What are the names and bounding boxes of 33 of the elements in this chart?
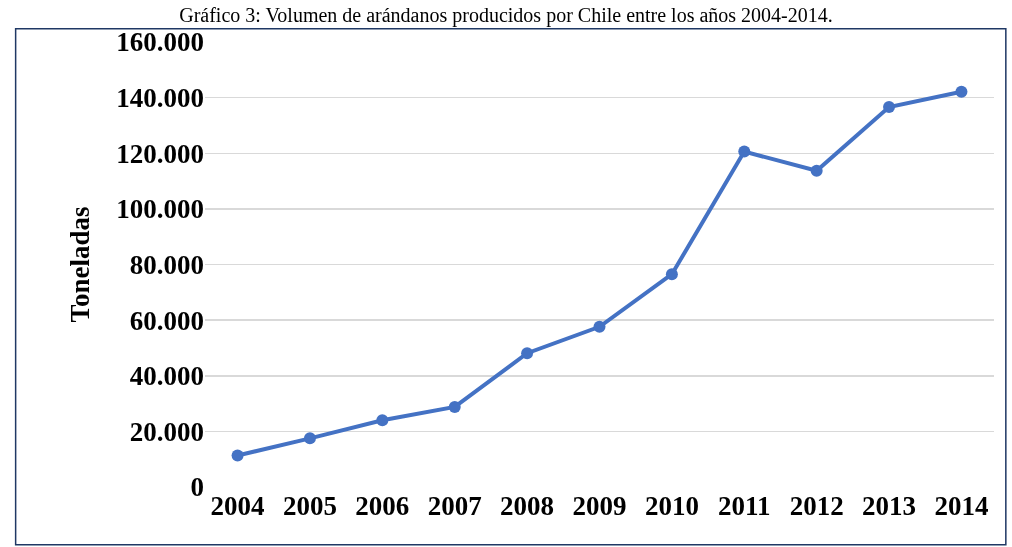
y-tick-label: 40.000	[129, 361, 204, 392]
y-tick-label: 20.000	[129, 416, 204, 447]
point	[593, 320, 606, 333]
point	[883, 101, 896, 114]
y-tick-label: 0	[190, 472, 204, 503]
point	[231, 449, 244, 462]
point	[738, 145, 751, 158]
point	[521, 347, 534, 360]
x-tick-label: 2012	[789, 491, 844, 521]
point	[955, 85, 968, 98]
x-tick-label: 2007	[427, 491, 482, 521]
x-tick-label: 2013	[862, 491, 917, 521]
x-tick-label: 2010	[644, 491, 699, 521]
point	[448, 400, 461, 413]
point	[810, 164, 823, 177]
x-tick-label: 2008	[500, 491, 555, 521]
x-tick-label: 2004	[210, 491, 265, 521]
y-tick-label: 80.000	[129, 249, 204, 280]
point	[303, 432, 316, 445]
y-tick-label: 160.000	[116, 27, 204, 58]
point	[376, 414, 389, 427]
y-tick-label: 100.000	[116, 194, 204, 225]
y-axis-title: Toneladas	[65, 206, 96, 323]
x-tick-label: 2014	[934, 491, 989, 521]
y-tick-label: 140.000	[116, 83, 204, 114]
y-tick-label: 60.000	[129, 305, 204, 336]
chart-title: Gráfico 3: Volumen de arándanos producidos por Chile entre los años 2004-2014.	[179, 4, 833, 28]
y-tick-label: 120.000	[116, 138, 204, 169]
x-tick-label: 2009	[572, 491, 627, 521]
x-tick-label: 2011	[718, 491, 771, 521]
x-tick-label: 2005	[282, 491, 337, 521]
x-tick-label: 2006	[355, 491, 410, 521]
point	[665, 268, 678, 281]
